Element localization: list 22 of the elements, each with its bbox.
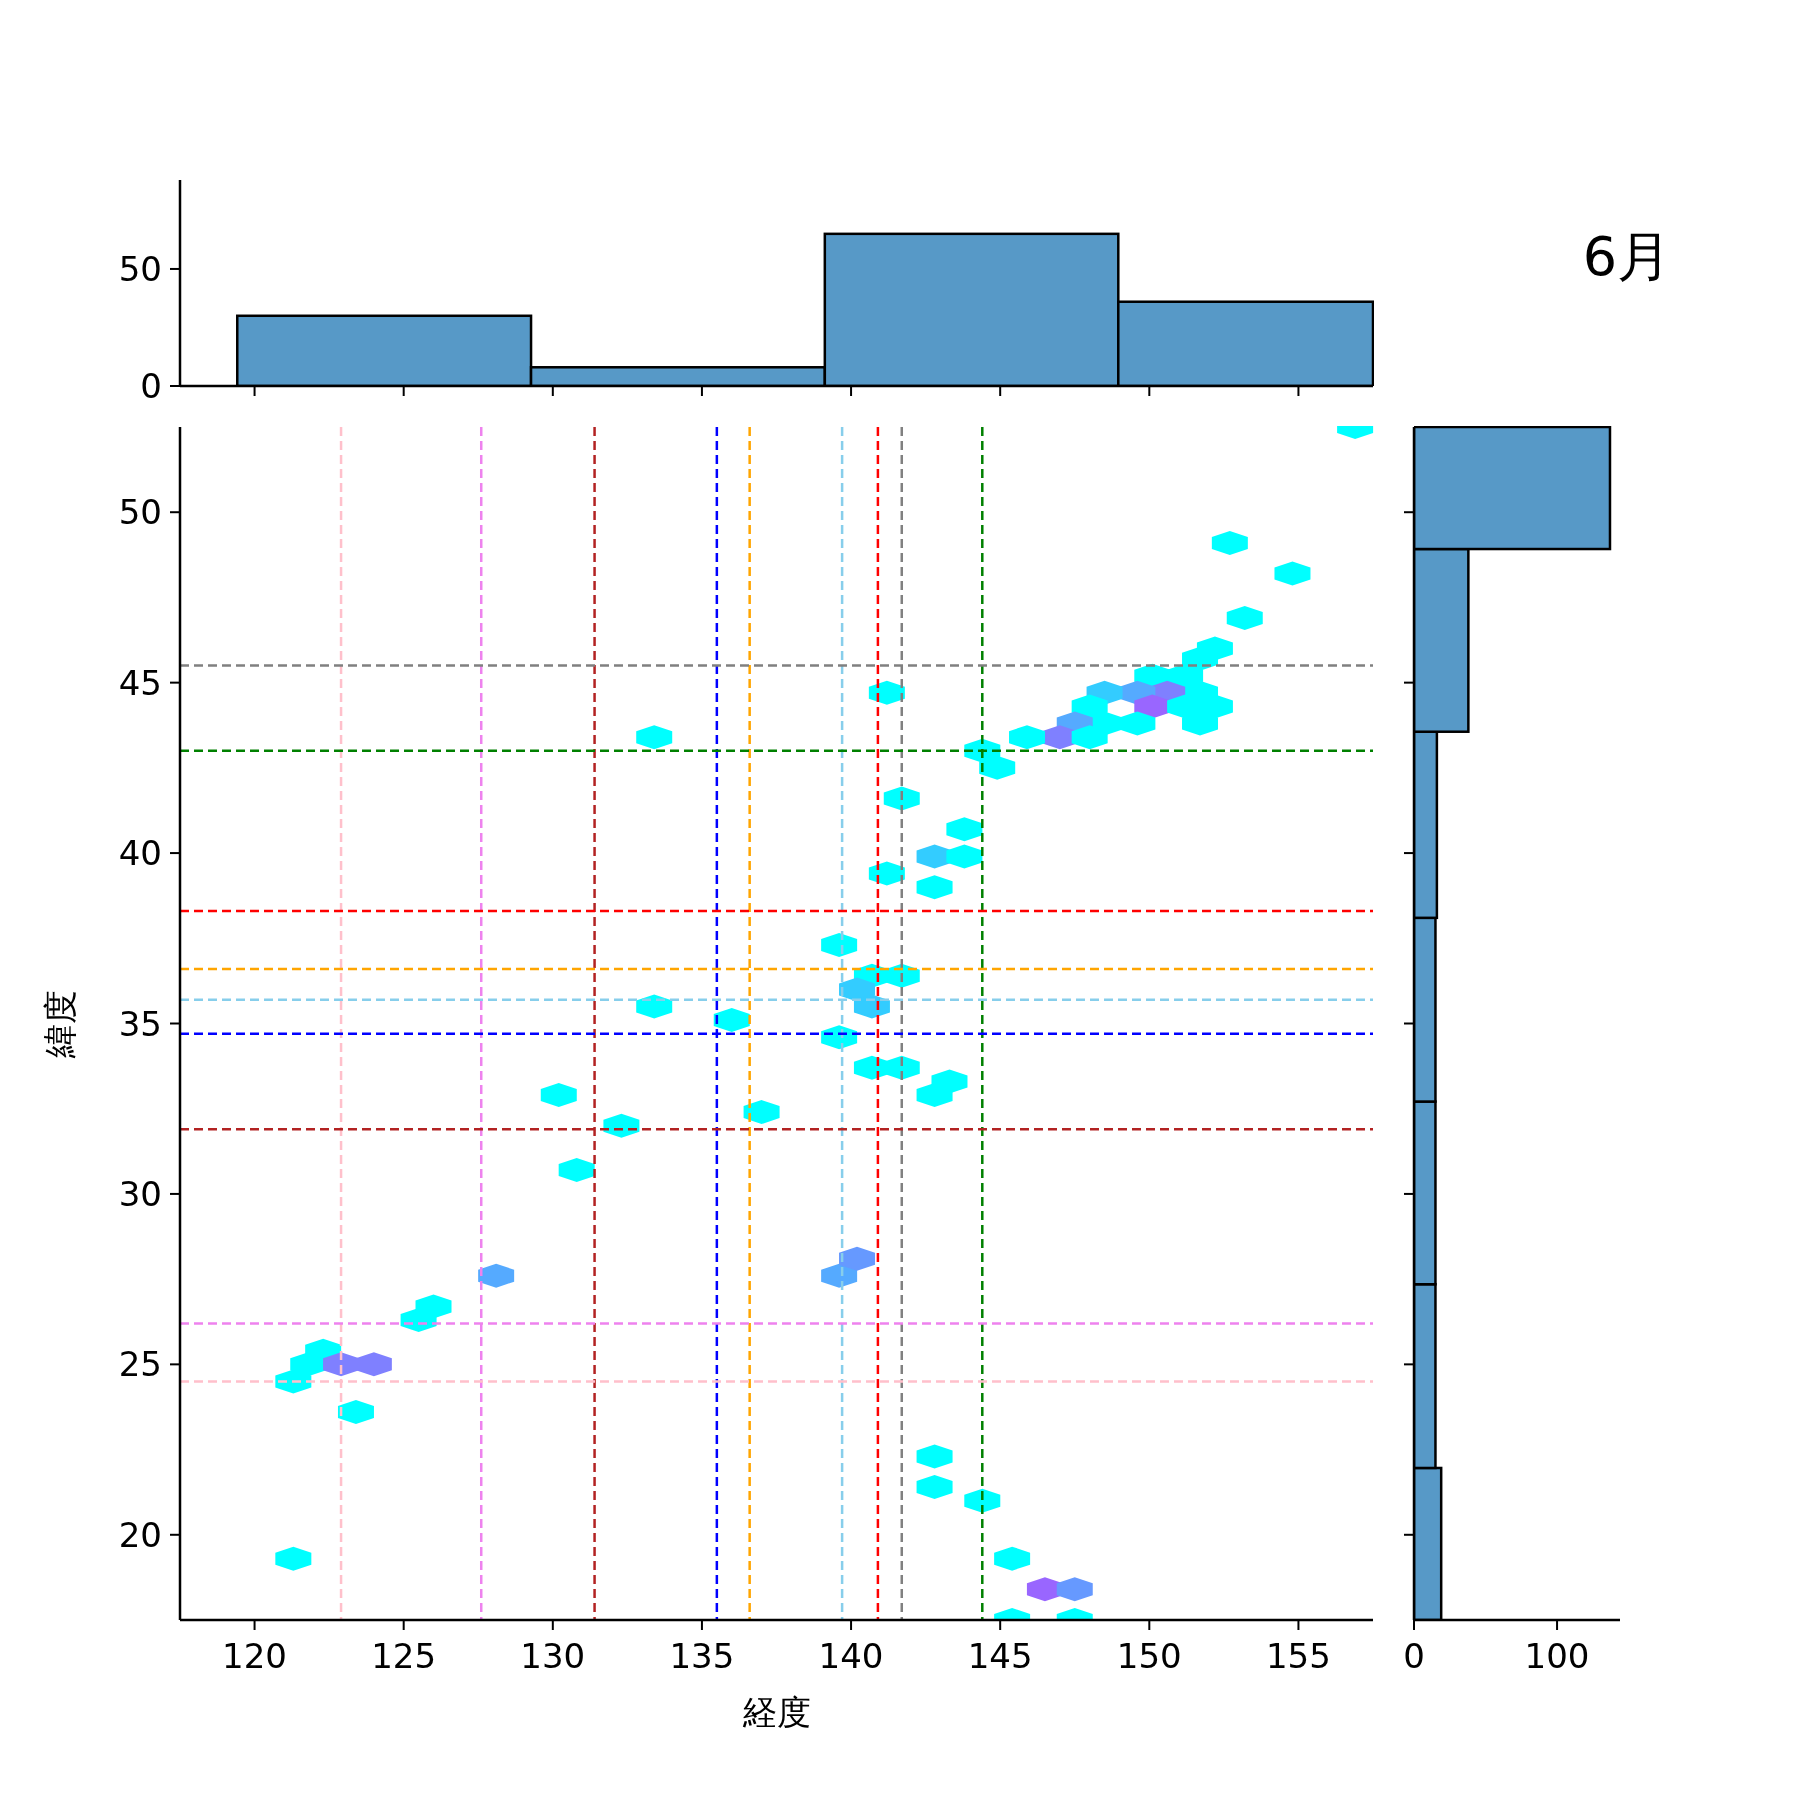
x-tick-label: 150 [1116, 1636, 1182, 1676]
y-tick-label: 35 [118, 1003, 162, 1044]
y-tick-label: 20 [118, 1514, 162, 1555]
y-tick-label: 30 [118, 1173, 162, 1214]
x-tick-label: 130 [520, 1636, 586, 1676]
y-axis-title: 緯度 [40, 989, 80, 1059]
x-tick-label: 125 [371, 1636, 437, 1676]
x-tick-label: 100 [1524, 1636, 1590, 1676]
y-tick-label: 40 [118, 833, 162, 874]
y-tick-label: 25 [118, 1344, 162, 1385]
x-axis-title: 経度 [741, 1692, 811, 1732]
x-tick-label: 120 [222, 1636, 288, 1676]
y-tick-label: 50 [118, 248, 162, 289]
x-tick-label: 0 [1403, 1636, 1425, 1676]
y-tick-label: 0 [140, 366, 162, 406]
y-tick-label: 50 [118, 492, 162, 533]
x-tick-label: 155 [1265, 1636, 1331, 1676]
y-tick-label: 45 [118, 662, 162, 703]
text: 6月 [1582, 225, 1672, 288]
x-tick-label: 145 [967, 1636, 1033, 1676]
x-tick-label: 140 [818, 1636, 884, 1676]
x-tick-label: 135 [669, 1636, 735, 1676]
